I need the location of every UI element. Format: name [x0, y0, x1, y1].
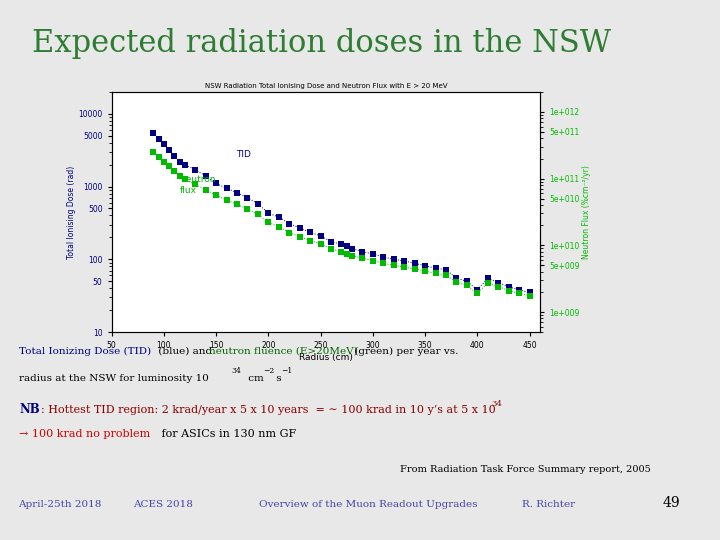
Text: 34: 34 [491, 400, 502, 408]
Text: TID: TID [236, 150, 251, 159]
Text: (green) per year vs.: (green) per year vs. [351, 347, 458, 356]
Text: 34: 34 [231, 367, 241, 375]
Text: cm: cm [245, 374, 264, 383]
Text: −1: −1 [281, 367, 292, 375]
Text: radius at the NSW for luminosity 10: radius at the NSW for luminosity 10 [19, 374, 210, 383]
Text: (blue) and: (blue) and [155, 347, 215, 356]
Text: −2: −2 [263, 367, 274, 375]
Y-axis label: Neutron Flux (%cm⁻²/yr): Neutron Flux (%cm⁻²/yr) [582, 165, 591, 259]
Text: April-25th 2018: April-25th 2018 [18, 500, 102, 509]
Text: → 100 krad no problem: → 100 krad no problem [19, 429, 150, 440]
Text: : Hottest TID region: 2 krad/year x 5 x 10 years  = ∼ 100 krad in 10 y’s at 5 x : : Hottest TID region: 2 krad/year x 5 x … [41, 405, 496, 415]
Y-axis label: Total Ionising Dose (rad): Total Ionising Dose (rad) [66, 165, 76, 259]
Text: From Radiation Task Force Summary report, 2005: From Radiation Task Force Summary report… [400, 465, 650, 475]
Text: Overview of the Muon Readout Upgrades: Overview of the Muon Readout Upgrades [259, 500, 477, 509]
Text: neutron
flux: neutron flux [180, 176, 216, 195]
X-axis label: Radius (cm): Radius (cm) [299, 353, 353, 362]
Text: for ASICs in 130 nm GF: for ASICs in 130 nm GF [158, 429, 297, 440]
Text: neutron fluence (E>20MeV): neutron fluence (E>20MeV) [209, 347, 358, 356]
Text: NB: NB [19, 403, 40, 416]
Text: 49: 49 [662, 496, 680, 510]
Text: Expected radiation doses in the NSW: Expected radiation doses in the NSW [32, 28, 611, 58]
Text: ACES 2018: ACES 2018 [133, 500, 193, 509]
Text: R. Richter: R. Richter [522, 500, 575, 509]
Text: s: s [273, 374, 282, 383]
Text: Total Ionizing Dose (TID): Total Ionizing Dose (TID) [19, 347, 152, 356]
Title: NSW Radiation Total Ionising Dose and Neutron Flux with E > 20 MeV: NSW Radiation Total Ionising Dose and Ne… [204, 83, 447, 89]
